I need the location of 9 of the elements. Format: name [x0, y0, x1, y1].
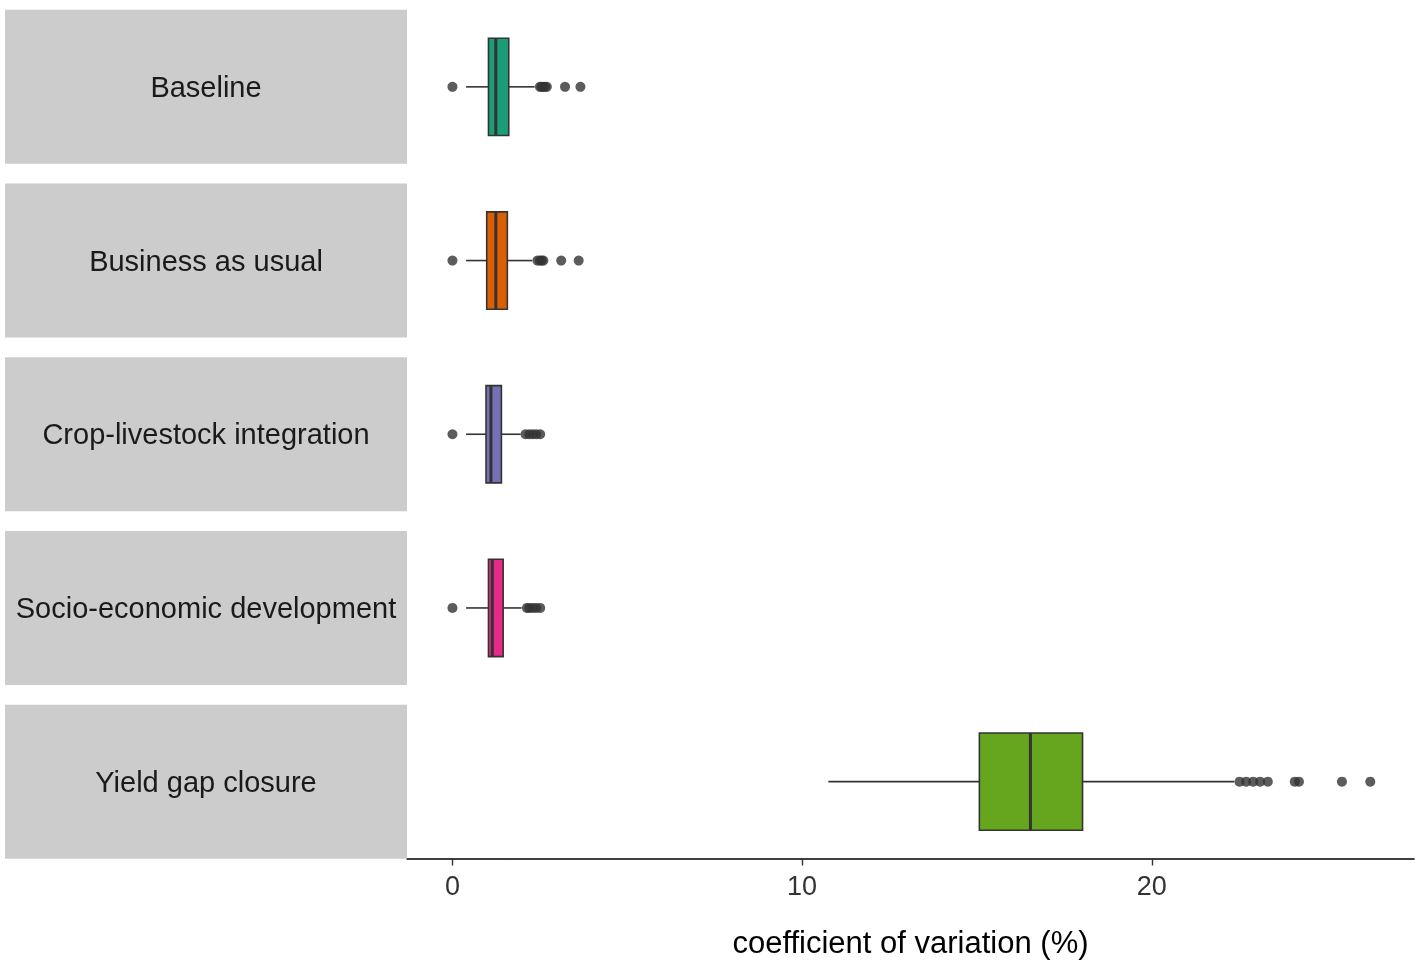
y-tick-label: Business as usual: [89, 244, 323, 277]
y-tick-label: Socio-economic development: [15, 591, 397, 624]
x-axis-title: coefficient of variation (%): [732, 924, 1089, 960]
x-tick-label: 10: [787, 871, 818, 901]
y-tick-label: Crop-livestock integration: [42, 418, 370, 451]
x-tick-label: 0: [444, 871, 460, 901]
x-tick-label: 20: [1136, 871, 1167, 901]
y-tick-label: Baseline: [150, 70, 262, 103]
y-tick-label: Yield gap closure: [95, 765, 317, 798]
